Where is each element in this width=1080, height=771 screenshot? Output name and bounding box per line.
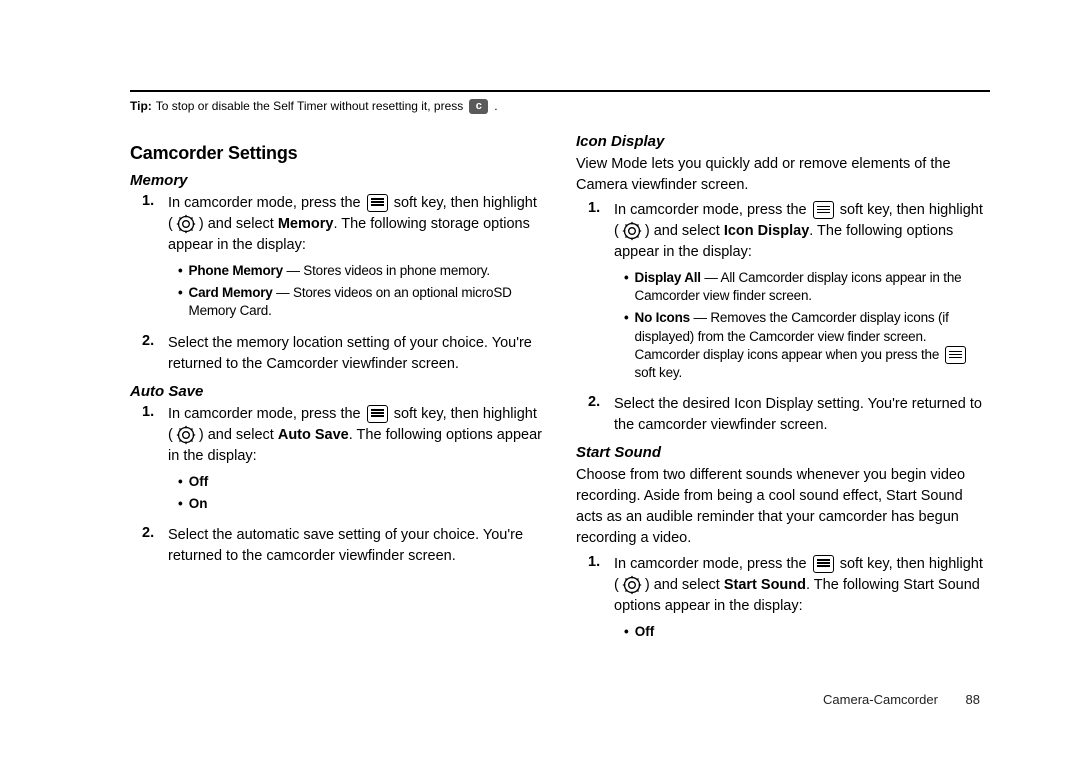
tip-label: Tip: — [130, 98, 152, 115]
right-column: Icon Display View Mode lets you quickly … — [576, 133, 990, 653]
step-number: 2. — [130, 333, 168, 375]
start-sound-steps: 1. In camcorder mode, press the soft key… — [576, 554, 990, 647]
bold-term: No Icons — [635, 310, 690, 325]
gear-icon — [621, 221, 643, 241]
c-key-icon: c — [469, 99, 488, 114]
icon-options: Display All — All Camcorder display icon… — [624, 269, 990, 383]
start-sound-heading: Start Sound — [576, 444, 990, 461]
bold-term: Icon Display — [724, 223, 809, 239]
text: soft key, then highlight — [840, 202, 983, 218]
left-column: Camcorder Settings Memory 1. In camcorde… — [130, 133, 544, 653]
memory-options: Phone Memory — Stores videos in phone me… — [178, 262, 544, 321]
option-card-memory: Card Memory — Stores videos on an option… — [178, 284, 544, 320]
step-number: 2. — [576, 394, 614, 436]
bold-term: On — [189, 495, 208, 513]
gear-icon — [175, 425, 197, 445]
two-column-layout: Camcorder Settings Memory 1. In camcorde… — [130, 133, 990, 653]
step-body: Select the desired Icon Display setting.… — [614, 394, 990, 436]
icon-display-intro: View Mode lets you quickly add or remove… — [576, 154, 990, 196]
step-body: In camcorder mode, press the soft key, t… — [168, 193, 544, 327]
gear-icon — [621, 575, 643, 595]
icon-display-heading: Icon Display — [576, 133, 990, 150]
menu-icon — [367, 194, 388, 212]
autosave-options: Off On — [178, 473, 544, 513]
footer-page-number: 88 — [966, 692, 980, 707]
sound-options: Off — [624, 623, 990, 641]
step-body: In camcorder mode, press the soft key, t… — [614, 200, 990, 389]
step-body: Select the memory location setting of yo… — [168, 333, 544, 375]
text: In camcorder mode, press the — [168, 195, 361, 211]
icon-display-steps: 1. In camcorder mode, press the soft key… — [576, 200, 990, 437]
autosave-heading: Auto Save — [130, 383, 544, 400]
text: ( — [168, 216, 173, 232]
text: In camcorder mode, press the — [614, 202, 807, 218]
top-rule — [130, 90, 990, 92]
icon-step-2: 2. Select the desired Icon Display setti… — [576, 394, 990, 436]
bold-term: Memory — [278, 216, 334, 232]
memory-steps: 1. In camcorder mode, press the soft key… — [130, 193, 544, 375]
bold-term: Card Memory — [189, 285, 273, 300]
text: soft key. — [635, 365, 682, 380]
bold-term: Phone Memory — [189, 263, 283, 278]
menu-icon — [813, 201, 834, 219]
text: ) and select — [199, 427, 278, 443]
text: soft key, then highlight — [840, 556, 983, 572]
autosave-step-2: 2. Select the automatic save setting of … — [130, 525, 544, 567]
text: ( — [168, 427, 173, 443]
bold-term: Off — [189, 473, 209, 491]
tip-row: Tip: To stop or disable the Self Timer w… — [130, 98, 990, 115]
text: ) and select — [199, 216, 278, 232]
start-sound-intro: Choose from two different sounds wheneve… — [576, 465, 990, 549]
memory-step-2: 2. Select the memory location setting of… — [130, 333, 544, 375]
page-footer: Camera-Camcorder 88 — [823, 692, 980, 707]
text: In camcorder mode, press the — [168, 406, 361, 422]
text: ) and select — [645, 577, 724, 593]
memory-heading: Memory — [130, 172, 544, 189]
text: — Stores videos in phone memory. — [283, 263, 490, 278]
option-off: Off — [178, 473, 544, 491]
autosave-step-1: 1. In camcorder mode, press the soft key… — [130, 404, 544, 519]
sound-step-1: 1. In camcorder mode, press the soft key… — [576, 554, 990, 647]
menu-icon — [945, 346, 966, 364]
step-body: In camcorder mode, press the soft key, t… — [168, 404, 544, 519]
footer-section: Camera-Camcorder — [823, 692, 938, 707]
bold-term: Start Sound — [724, 577, 806, 593]
step-body: In camcorder mode, press the soft key, t… — [614, 554, 990, 647]
text: soft key, then highlight — [394, 406, 537, 422]
icon-step-1: 1. In camcorder mode, press the soft key… — [576, 200, 990, 389]
step-number: 1. — [576, 200, 614, 389]
option-display-all: Display All — All Camcorder display icon… — [624, 269, 990, 305]
section-title: Camcorder Settings — [130, 143, 544, 164]
bold-term: Display All — [635, 270, 701, 285]
step-number: 2. — [130, 525, 168, 567]
option-no-icons: No Icons — Removes the Camcorder display… — [624, 309, 990, 382]
option-off: Off — [624, 623, 990, 641]
autosave-steps: 1. In camcorder mode, press the soft key… — [130, 404, 544, 568]
text: ( — [614, 223, 619, 239]
text: soft key, then highlight — [394, 195, 537, 211]
tip-text-before: To stop or disable the Self Timer withou… — [156, 98, 463, 115]
step-body: Select the automatic save setting of you… — [168, 525, 544, 567]
step-number: 1. — [130, 193, 168, 327]
menu-icon — [813, 555, 834, 573]
menu-icon — [367, 405, 388, 423]
bold-term: Auto Save — [278, 427, 349, 443]
memory-step-1: 1. In camcorder mode, press the soft key… — [130, 193, 544, 327]
tip-text-after: . — [494, 98, 497, 115]
text: ) and select — [645, 223, 724, 239]
option-phone-memory: Phone Memory — Stores videos in phone me… — [178, 262, 544, 280]
text: ( — [614, 577, 619, 593]
text: In camcorder mode, press the — [614, 556, 807, 572]
bold-term: Off — [635, 623, 655, 641]
manual-page: Tip: To stop or disable the Self Timer w… — [0, 0, 1080, 771]
gear-icon — [175, 214, 197, 234]
step-number: 1. — [130, 404, 168, 519]
step-number: 1. — [576, 554, 614, 647]
option-on: On — [178, 495, 544, 513]
